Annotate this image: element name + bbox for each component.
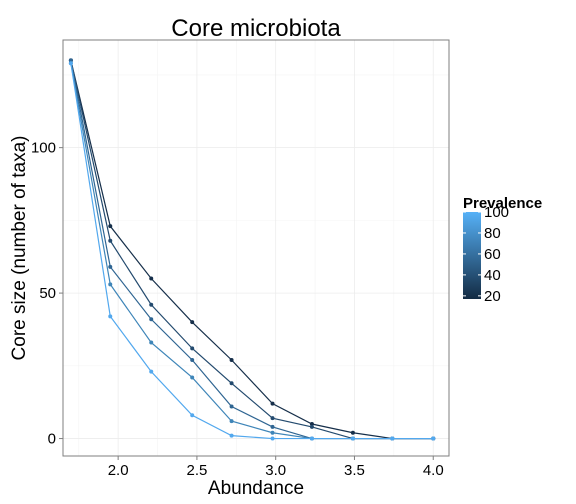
x-tick-label: 3.5 [344, 462, 365, 479]
data-point [309, 424, 314, 429]
data-point [108, 264, 113, 269]
x-tick-label: 4.0 [423, 462, 444, 479]
x-axis-title: Abundance [208, 478, 304, 499]
chart-title: Core microbiota [171, 15, 341, 42]
data-point [190, 346, 195, 351]
series-prevalence-100 [68, 61, 436, 441]
plot-panel-border [62, 39, 450, 457]
data-point [229, 358, 234, 362]
data-point [108, 314, 113, 319]
data-point [108, 282, 113, 287]
data-point [190, 320, 195, 325]
data-point [270, 401, 275, 406]
data-point [431, 436, 436, 441]
legend-tick-label: 100 [484, 204, 509, 221]
series-lines [68, 58, 436, 441]
data-point [68, 61, 73, 66]
data-point [270, 416, 275, 421]
data-point [270, 424, 275, 429]
data-point [108, 238, 113, 243]
data-point [350, 436, 355, 441]
data-point [309, 422, 314, 426]
data-point [350, 430, 355, 435]
legend-title: Prevalence [463, 195, 542, 212]
data-point [149, 302, 154, 307]
data-point [270, 430, 275, 435]
data-point [229, 404, 234, 409]
data-point [190, 375, 195, 380]
series-line [70, 60, 434, 440]
legend-tick-label: 60 [484, 246, 501, 263]
data-point [390, 436, 395, 441]
data-point [149, 317, 154, 322]
x-tick-label: 3.0 [265, 462, 286, 479]
data-point [149, 340, 154, 345]
data-point [270, 436, 275, 441]
legend: Prevalence 20 40 60 80 100 [463, 195, 542, 305]
series-prevalence-20 [68, 58, 436, 441]
series-prevalence-80 [68, 61, 436, 441]
data-point [309, 436, 314, 441]
legend-tick-label: 40 [484, 267, 501, 284]
series-line [70, 63, 434, 440]
series-prevalence-40 [68, 58, 436, 441]
x-tick-label: 2.5 [186, 462, 207, 479]
y-axis-title: Core size (number of taxa) [9, 136, 30, 361]
series-prevalence-60 [68, 58, 436, 441]
x-tick-label: 2.0 [108, 462, 129, 479]
axes: 2.0 2.5 3.0 3.5 4.0 0 50 100 [31, 140, 444, 479]
data-point [149, 369, 154, 374]
y-tick-label: 100 [31, 140, 56, 157]
legend-tick-label: 20 [484, 288, 501, 305]
data-point [229, 381, 234, 386]
y-tick-label: 50 [39, 285, 56, 302]
data-point [149, 276, 154, 281]
data-point [108, 224, 113, 229]
data-point [229, 433, 234, 438]
data-point [190, 358, 195, 362]
data-point [190, 413, 195, 418]
legend-colorbar [463, 212, 481, 299]
grid [63, 40, 449, 456]
legend-tick-label: 80 [484, 225, 501, 242]
data-point [68, 58, 73, 63]
y-tick-label: 0 [48, 431, 56, 448]
data-point [229, 419, 234, 424]
